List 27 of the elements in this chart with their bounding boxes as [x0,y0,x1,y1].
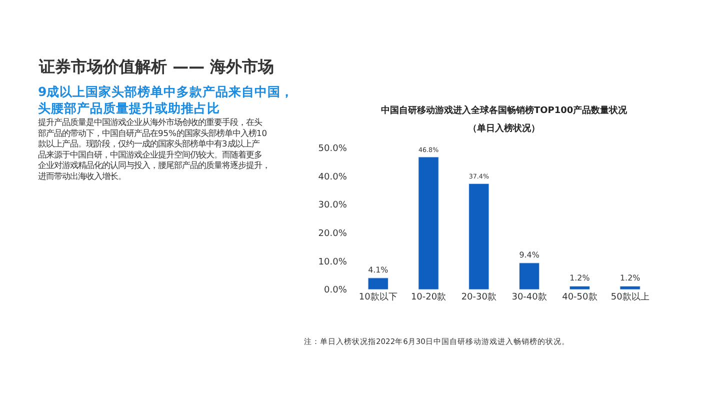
data-label: 4.1% [368,266,389,275]
text: 证券市场价值解析 —— 海外市场 [38,57,274,76]
chart-title: 中国自研移动游戏进入全球各国畅销榜TOP100产品数量状况 [381,105,628,116]
data-label: 1.2% [570,274,590,283]
text: 提升产品质量是中国游戏企业从海外市场创收的重要手段，在头部产品的带动下，中国自研产品在95%的国家头部榜单中入榜10款以上产品。现阶段，仅约一成的国家头部榜单中有3成以上产品来源于中国自研，中国游戏企业提升空间仍较大。而随着更多企业对游戏精品化的认同与投入，腰尾部产品的质量将逐步提升，进而带动出海收入增长。 [38,117,270,181]
y-tick-label: 30.0% [318,200,348,211]
bar [569,286,590,290]
x-tick-label: 10-20款 [410,292,446,303]
x-tick-label: 40-50款 [562,292,598,303]
x-tick-label: 10款以下 [358,292,398,303]
bar [418,156,439,290]
x-tick-label: 30-40款 [512,292,547,303]
data-label: 1.2% [620,274,641,283]
chart-subtitle: （单日入榜状况） [468,123,540,134]
bar [468,183,490,290]
bar [368,278,388,290]
x-tick-label: 50款以上 [610,292,650,303]
y-tick-label: 20.0% [318,229,348,240]
y-tick-label: 40.0% [318,172,348,182]
x-tick-label: 20-30款 [461,292,496,303]
data-label: 9.4% [519,250,540,260]
y-tick-label: 0.0% [324,286,348,296]
text: 9成以上国家头部榜单中多款产品来自中国，头腰部产品质量提升或助推占比 [38,84,294,116]
y-tick-label: 50.0% [318,144,348,154]
bar [518,262,540,290]
y-tick-label: 10.0% [318,257,348,268]
bar [620,286,640,290]
